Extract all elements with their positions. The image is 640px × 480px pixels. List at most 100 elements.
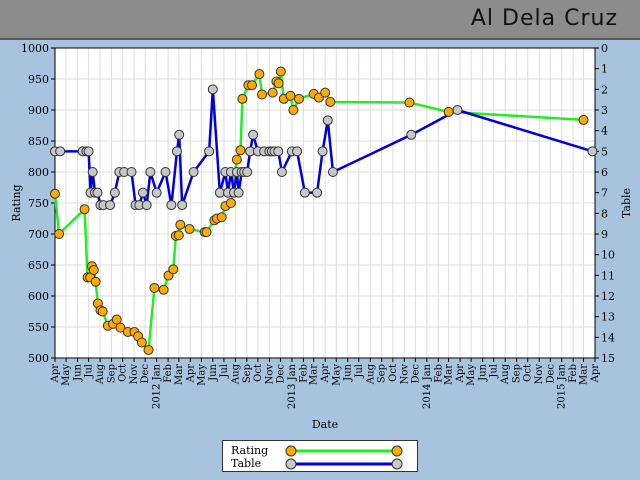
x-tick-label: Jun	[208, 363, 219, 381]
table-data-point	[322, 115, 333, 126]
x-tick-label: Oct	[253, 364, 264, 382]
y-left-tick-label: 650	[28, 259, 49, 272]
x-tick-label: Apr	[590, 364, 601, 384]
x-tick-label: Mar	[579, 364, 590, 385]
rating-data-point	[136, 337, 147, 348]
table-data-point	[273, 146, 284, 157]
x-tick-label: Nov	[264, 364, 275, 385]
rating-data-point	[54, 229, 65, 239]
rating-data-point	[225, 198, 236, 208]
table-data-point	[327, 167, 338, 177]
x-tick-label: Sep	[242, 364, 253, 383]
rating-data-point	[143, 344, 154, 355]
table-data-point	[137, 187, 148, 198]
x-tick-label: Feb	[163, 364, 174, 383]
y-right-tick-label: 9	[601, 228, 608, 241]
y-right-tick-label: 2	[601, 83, 608, 96]
x-tick-label: Apr	[455, 364, 466, 384]
x-tick-label: Oct	[388, 364, 399, 382]
x-tick-label: Apr	[185, 364, 196, 384]
x-tick-label: May	[196, 364, 207, 386]
y-right-tick-label: 13	[601, 311, 615, 324]
table-data-point	[207, 84, 218, 95]
legend-swatch-rating	[285, 445, 403, 457]
rating-data-point	[256, 89, 267, 100]
x-tick-label: Nov	[534, 364, 545, 385]
y-left-tick-label: 800	[28, 166, 49, 179]
y-left-tick-label: 750	[28, 197, 49, 210]
y-left-tick-label: 700	[28, 228, 49, 241]
x-tick-label: May	[466, 364, 477, 386]
table-data-point	[55, 146, 66, 157]
x-tick-label: Jun	[343, 363, 354, 381]
table-data-point	[145, 167, 156, 177]
table-data-point	[452, 105, 463, 115]
x-tick-label: Nov	[399, 364, 410, 385]
table-data-point	[242, 167, 253, 177]
table-data-point	[292, 146, 303, 157]
rating-data-point	[90, 276, 101, 287]
y-right-tick-label: 14	[601, 331, 615, 344]
x-tick-label: Aug	[95, 363, 106, 385]
table-data-point	[171, 146, 182, 157]
y-left-tick-label: 850	[28, 135, 49, 148]
rating-data-point	[267, 87, 278, 98]
rating-data-point	[235, 145, 246, 156]
y-right-tick-label: 10	[601, 249, 615, 262]
x-tick-label: Nov	[129, 364, 140, 385]
x-tick-label: Mar	[309, 364, 320, 385]
x-tick-label: Feb	[298, 364, 309, 383]
x-tick-label: 2015 Jan	[557, 363, 568, 409]
y-left-tick-label: 950	[28, 73, 49, 86]
table-data-point	[177, 200, 188, 211]
rating-data-point	[88, 264, 99, 275]
rating-data-point	[50, 188, 60, 199]
table-data-point	[317, 146, 328, 157]
x-tick-label: Oct	[118, 364, 129, 382]
x-tick-label: Apr	[50, 364, 61, 384]
y-right-tick-label: 8	[601, 207, 608, 220]
rating-data-point	[216, 212, 227, 223]
rating-data-point	[404, 97, 415, 108]
x-tick-label: 2013 Jan	[287, 363, 298, 409]
rating-data-point	[273, 78, 284, 89]
x-tick-label: May	[61, 364, 72, 386]
x-tick-label: Jun	[478, 363, 489, 381]
table-data-point	[312, 187, 323, 198]
x-tick-label: Jul	[219, 364, 230, 379]
x-tick-label: Feb	[433, 364, 444, 383]
rating-data-point	[175, 219, 186, 230]
rating-data-point	[231, 154, 242, 165]
x-tick-label: Apr	[320, 364, 331, 384]
rating-data-point	[254, 69, 265, 80]
rating-data-point	[237, 93, 248, 104]
y-left-tick-label: 600	[28, 290, 49, 303]
x-tick-label: Sep	[512, 364, 523, 383]
y-right-tick-label: 6	[601, 166, 608, 179]
table-data-point	[105, 200, 116, 211]
x-tick-label: Dec	[410, 364, 421, 384]
x-tick-label: Aug	[365, 363, 376, 385]
y-left-tick-label: 900	[28, 104, 49, 117]
x-tick-label: Sep	[107, 364, 118, 383]
x-tick-label: 2014 Jan	[422, 363, 433, 409]
rating-data-point	[275, 66, 286, 77]
y-right-axis-title: Table	[620, 188, 633, 218]
table-data-point	[174, 129, 185, 140]
x-tick-label: Dec	[275, 364, 286, 384]
y-right-tick-label: 12	[601, 290, 615, 303]
x-tick-label: Dec	[545, 364, 556, 384]
table-data-point	[276, 167, 287, 177]
rating-data-point	[285, 90, 296, 101]
y-left-axis-title: Rating	[10, 184, 23, 221]
legend-label-rating: Rating	[231, 444, 269, 457]
y-right-tick-label: 3	[601, 104, 608, 117]
y-right-tick-label: 5	[601, 145, 608, 158]
table-data-point	[166, 200, 177, 211]
table-data-point	[126, 167, 137, 177]
table-data-point	[406, 129, 417, 140]
rating-data-point	[115, 322, 126, 333]
rating-data-point	[320, 87, 331, 98]
rating-data-point	[201, 227, 212, 238]
